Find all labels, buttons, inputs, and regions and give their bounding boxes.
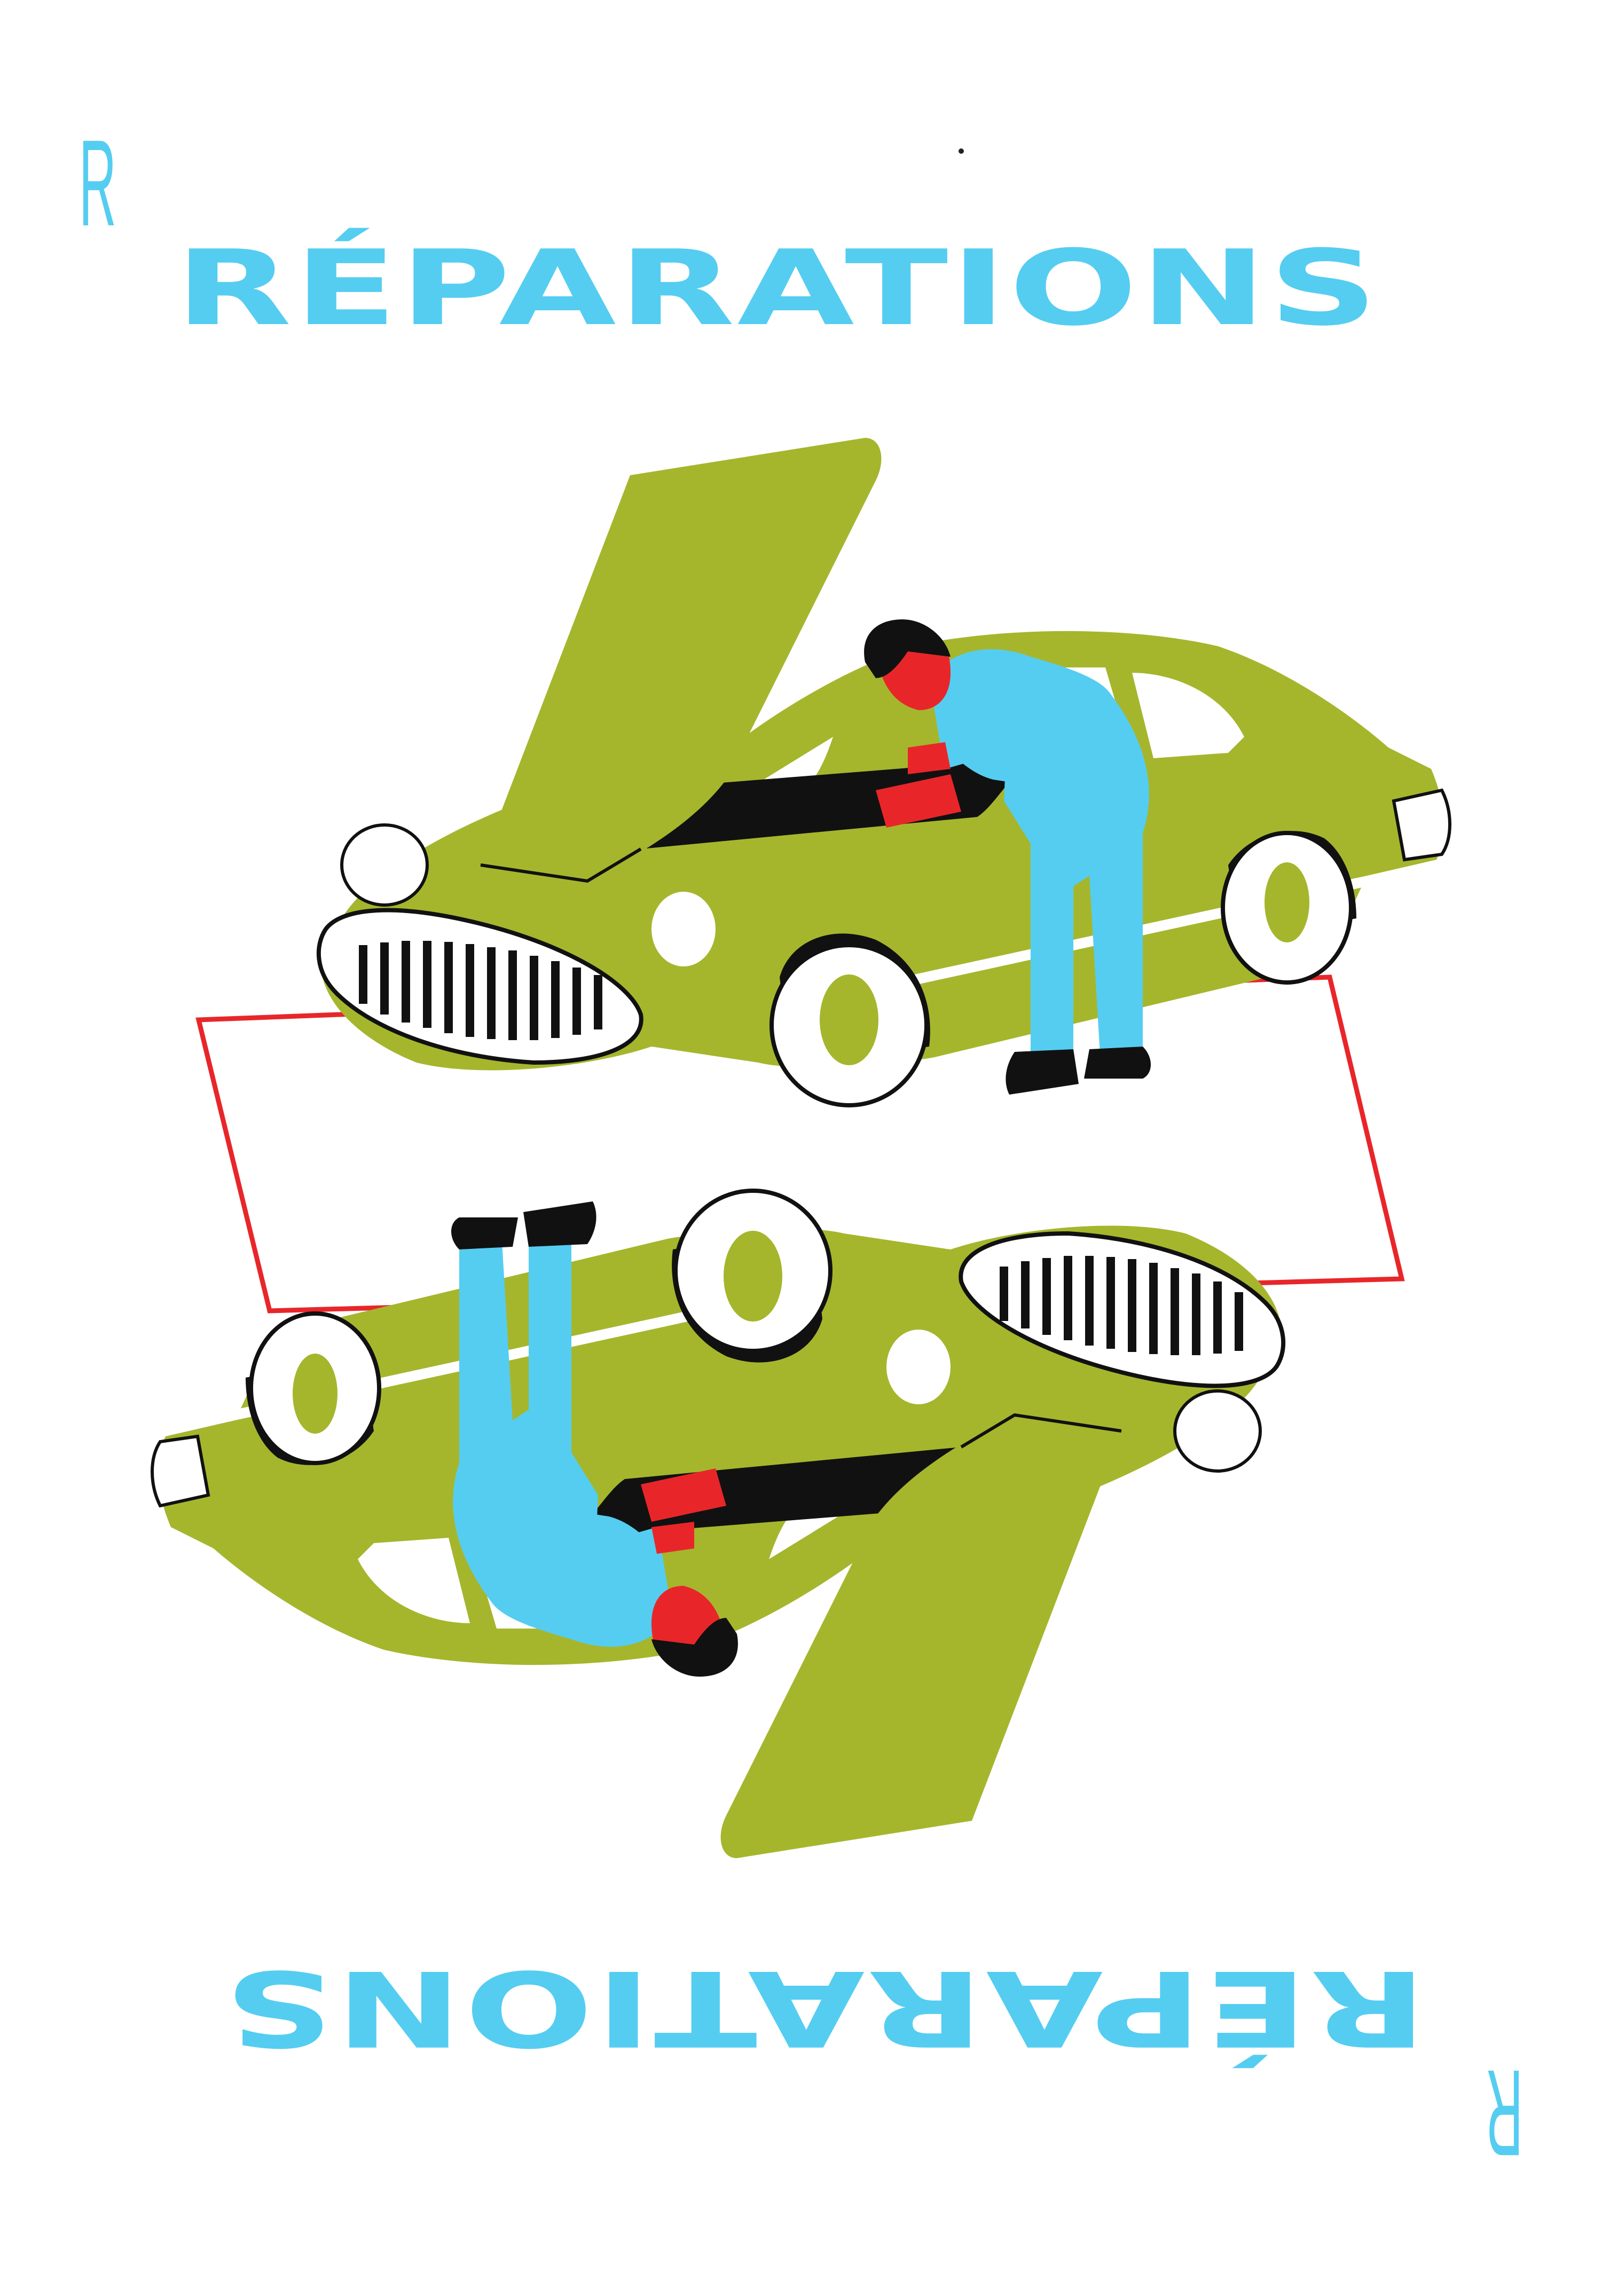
car-scene-top <box>319 438 1450 1105</box>
card-title-top: RÉPARATIONS <box>175 227 1380 349</box>
car-scene-bottom <box>152 1191 1283 1858</box>
print-speck <box>959 148 964 154</box>
corner-index-top: R <box>79 114 116 251</box>
